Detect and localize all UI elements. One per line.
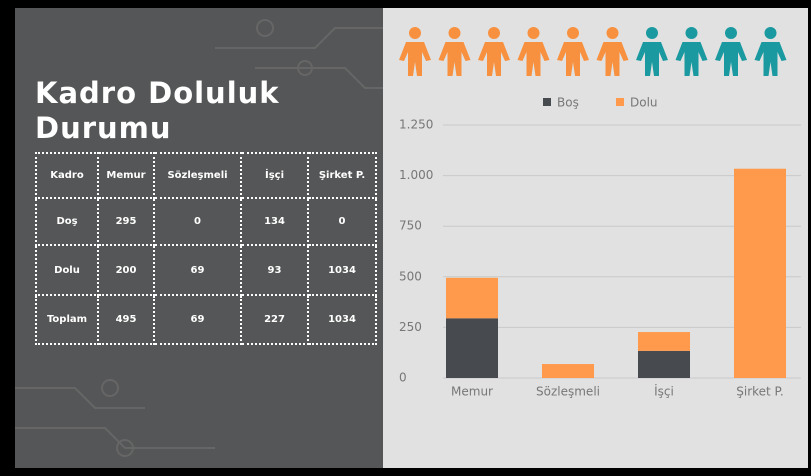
table-cell: 0 xyxy=(153,197,242,246)
table-cell: Toplam xyxy=(35,294,99,345)
person-body xyxy=(715,42,747,76)
person-body xyxy=(478,42,510,76)
x-tick-label: Sözleşmeli xyxy=(536,385,600,399)
y-tick-label: 750 xyxy=(399,219,422,233)
table-cell: 69 xyxy=(153,244,242,296)
table-cell: 1034 xyxy=(307,244,377,296)
table-cell: 134 xyxy=(240,197,309,246)
person-body xyxy=(596,42,629,76)
x-tick-label: Memur xyxy=(451,385,493,399)
person-body xyxy=(438,42,471,76)
y-tick-label: 500 xyxy=(399,269,422,283)
legend-label: Boş xyxy=(557,96,579,110)
people-icons xyxy=(399,27,787,76)
table-cell: Şirket P. xyxy=(307,152,377,199)
bar-segment xyxy=(638,350,690,378)
circuit-decor xyxy=(15,19,383,457)
bar-segment xyxy=(446,318,498,378)
person-body xyxy=(675,42,708,76)
table-cell: 93 xyxy=(240,244,309,296)
person-head xyxy=(488,27,500,39)
person-head xyxy=(606,27,619,39)
table-row: Toplam 495 69 227 1034 xyxy=(35,294,377,345)
table-cell: 1034 xyxy=(307,294,377,345)
person-body xyxy=(557,42,589,76)
person-head xyxy=(448,27,461,39)
y-tick-label: 250 xyxy=(399,320,422,334)
person-head xyxy=(527,27,540,39)
legend-label: Dolu xyxy=(630,96,658,110)
chart: 0 250 500 750 1.000 1.250 Boş Dolu Memur Sözleşme… xyxy=(383,8,808,468)
table-cell: Kadro xyxy=(35,152,99,199)
left-panel: Kadro Doluluk Durumu Kadro Memur Sözleşmel… xyxy=(15,8,383,468)
legend-swatch xyxy=(543,98,551,106)
bar-segment xyxy=(638,332,690,351)
person-head xyxy=(764,27,777,39)
table-row: Kadro Memur Sözleşmeli İşçi Şirket P. xyxy=(35,152,377,199)
person-body xyxy=(517,42,550,76)
person-body xyxy=(754,42,787,76)
bar-segment xyxy=(446,277,498,319)
table-cell: 200 xyxy=(97,244,155,296)
table-cell: Memur xyxy=(97,152,155,199)
table-cell: İşçi xyxy=(240,152,309,199)
x-tick-label: Şirket P. xyxy=(736,385,784,399)
bar-segment xyxy=(542,364,594,378)
y-tick-label: 1.000 xyxy=(399,168,433,182)
table-cell: Sözleşmeli xyxy=(153,152,242,199)
person-body xyxy=(636,42,668,76)
title: Kadro Doluluk Durumu xyxy=(35,76,280,145)
table-cell: 495 xyxy=(97,294,155,345)
table-row: Dolu 200 69 93 1034 xyxy=(35,244,377,296)
person-head xyxy=(685,27,698,39)
person-head xyxy=(725,27,737,39)
person-head xyxy=(567,27,579,39)
bar-segment xyxy=(734,168,786,378)
y-tick-label: 0 xyxy=(399,371,407,385)
table-cell: 0 xyxy=(307,197,377,246)
person-body xyxy=(399,42,431,76)
table-cell: Doş xyxy=(35,197,99,246)
table-row: Doş 295 0 134 0 xyxy=(35,197,377,246)
table-cell: 69 xyxy=(153,294,242,345)
legend-swatch xyxy=(616,98,624,106)
table-cell: 227 xyxy=(240,294,309,345)
table-cell: 295 xyxy=(97,197,155,246)
y-tick-label: 1.250 xyxy=(399,118,433,132)
data-table: Kadro Memur Sözleşmeli İşçi Şirket P. Doş 295 0… xyxy=(35,152,377,345)
table-cell: Dolu xyxy=(35,244,99,296)
person-head xyxy=(409,27,421,39)
person-head xyxy=(646,27,658,39)
x-tick-label: İşçi xyxy=(654,384,674,399)
